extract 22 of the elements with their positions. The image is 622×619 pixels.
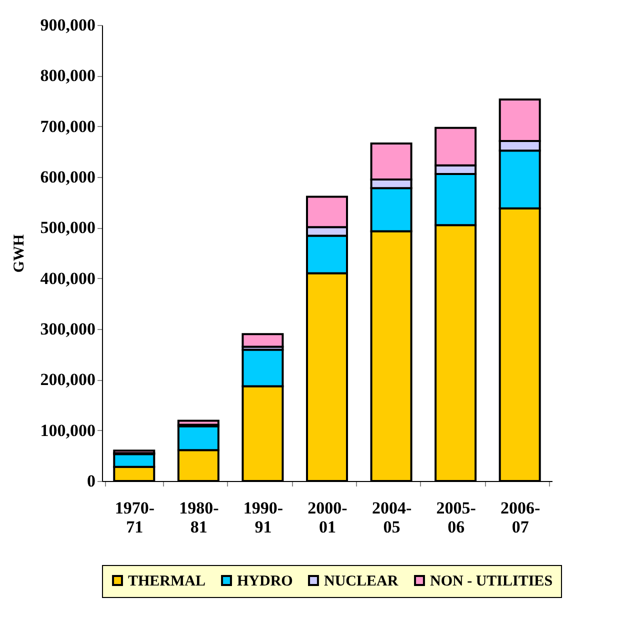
y-tick-label: 700,000 <box>40 116 96 136</box>
x-tick-label: 1980-81 <box>179 498 220 536</box>
y-tick-label: 300,000 <box>40 320 96 338</box>
legend-label: NUCLEAR <box>324 574 398 590</box>
y-tick-label: 100,000 <box>40 420 96 440</box>
x-tick-label: 1970-71 <box>114 498 155 536</box>
y-tick-label: 200,000 <box>40 370 96 390</box>
y-tick-label: 600,000 <box>40 168 96 186</box>
legend-label: HYDRO <box>237 574 293 590</box>
x-tick-label: 2006-07 <box>500 498 541 536</box>
legend-label: THERMAL <box>128 574 206 590</box>
legend-label: NON - UTILITIES <box>430 574 553 590</box>
y-tick-label: 900,000 <box>40 16 96 34</box>
x-tick-label: 2000-01 <box>308 498 348 536</box>
x-tick-label: 2004-05 <box>372 498 412 536</box>
y-tick-label: 400,000 <box>40 268 96 288</box>
y-tick-label: 500,000 <box>40 218 96 238</box>
y-axis-title: GWH <box>11 234 28 273</box>
y-tick-label: 0 <box>87 472 96 490</box>
y-tick-label: 800,000 <box>40 66 96 86</box>
x-tick-label: 1990-91 <box>243 498 284 536</box>
x-tick-label: 2005-06 <box>436 498 476 536</box>
